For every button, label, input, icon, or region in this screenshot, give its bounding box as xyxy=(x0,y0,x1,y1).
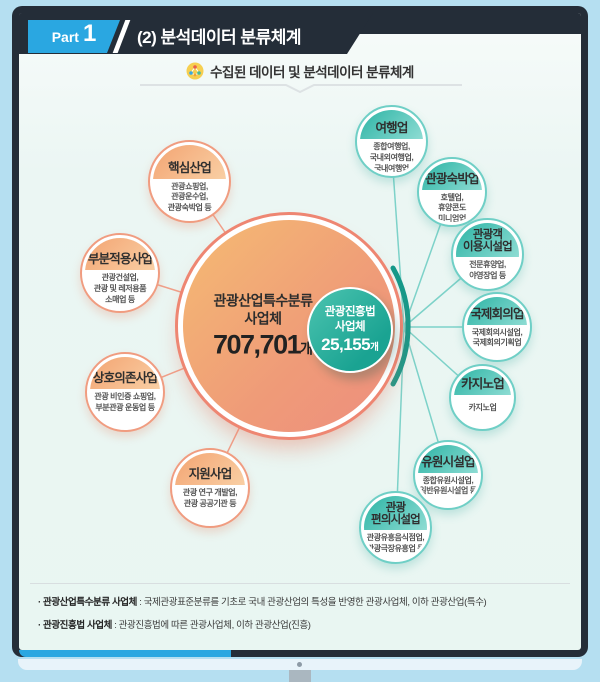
screen: Part 1 (2) 분석데이터 분류체계 수집된 데이터 및 분석데이터 분류… xyxy=(19,13,581,650)
bubble-desc: 카지노업 xyxy=(468,403,497,413)
footnote-divider xyxy=(30,583,570,584)
bubble-title: 핵심산업 xyxy=(153,145,226,179)
main-circle-title: 관광산업특수분류 사업체 xyxy=(213,292,313,327)
bubble-title: 관광 편의시설업 xyxy=(364,496,427,531)
network-icon xyxy=(186,62,204,80)
footnote-term: · 관광산업특수분류 사업체 xyxy=(38,597,137,608)
footnote-special-classification: · 관광산업특수분류 사업체 : 국제관광표준분류를 기초로 국내 관광산업의 … xyxy=(38,594,571,608)
bubble-amusement: 유원시설업 종합유원시설업, 일반유원시설업 등 xyxy=(413,440,483,510)
bubble-title: 카지노업 xyxy=(454,369,511,396)
bubble-desc: 국제회의시설업, 국제회의기획업 xyxy=(471,327,523,348)
sub-circle-title: 관광진흥법 사업체 xyxy=(324,306,376,333)
bubble-desc: 관광유흥음식점업, 관광극장유흥업 등 xyxy=(366,533,425,553)
bubble-intl-conference: 국제회의업 국제회의시설업, 국제회의기획업 xyxy=(462,292,532,362)
bubble-title: 부분적용사업 xyxy=(85,238,155,271)
monitor-stand xyxy=(289,670,311,682)
bubble-title: 지원사업 xyxy=(175,453,245,486)
monitor-frame: Part 1 (2) 분석데이터 분류체계 수집된 데이터 및 분석데이터 분류… xyxy=(12,6,588,657)
footnote-term: · 관광진흥법 사업체 xyxy=(38,620,112,631)
bubble-title: 관광객 이용시설업 xyxy=(456,223,519,258)
bubble-title: 관광숙박업 xyxy=(422,162,482,190)
bubble-title: 국제회의업 xyxy=(467,297,527,325)
bubble-support: 지원사업 관광 연구 개발업, 관광 공공기관 등 xyxy=(170,448,250,528)
footnote-text: : 국제관광표준분류를 기초로 국내 관광산업의 특성을 반영한 관광사업체, … xyxy=(136,597,487,608)
bubble-desc: 관광쇼핑업, 관광운수업, 관광숙박업 등 xyxy=(167,181,212,213)
monitor-base xyxy=(18,659,582,670)
bubble-travel: 여행업 종합여행업, 국내외여행업, 국내여행업 xyxy=(355,105,428,178)
bubble-title: 유원시설업 xyxy=(418,445,478,473)
bubble-desc: 전문휴양업, 야영장업 등 xyxy=(469,260,506,280)
part-badge: Part 1 xyxy=(28,20,120,53)
sub-circle: 관광진흥법 사업체 25,155개 xyxy=(307,287,393,373)
ribbon-divider xyxy=(140,84,462,94)
bottom-accent-bar xyxy=(19,650,231,657)
bubble-tourist-facilities: 관광객 이용시설업 전문휴양업, 야영장업 등 xyxy=(451,218,524,291)
bubble-desc: 호텔업, 휴양콘도 미니엄업 xyxy=(438,192,466,222)
part-number: 1 xyxy=(82,20,97,47)
subtitle: 수집된 데이터 및 분석데이터 분류체계 xyxy=(19,61,581,81)
bubble-convenience-facilities: 관광 편의시설업 관광유흥음식점업, 관광극장유흥업 등 xyxy=(359,491,432,564)
bubble-desc: 종합유원시설업, 일반유원시설업 등 xyxy=(419,475,477,496)
bubble-accommodation: 관광숙박업 호텔업, 휴양콘도 미니엄업 xyxy=(417,157,487,227)
bubble-casino: 카지노업 카지노업 xyxy=(449,364,516,431)
bubble-partial-application: 부분적용사업 관광건설업, 관광 및 레저용품 소매업 등 xyxy=(80,233,160,313)
footnote-text: : 관광진흥법에 따른 관광사업체, 이하 관광산업(진흥) xyxy=(111,620,311,631)
sub-circle-value: 25,155개 xyxy=(321,334,379,354)
bubble-core-industry: 핵심산업 관광쇼핑업, 관광운수업, 관광숙박업 등 xyxy=(148,140,231,223)
base-dot xyxy=(297,662,302,667)
bubble-title: 여행업 xyxy=(360,110,423,139)
bubble-desc: 관광 연구 개발업, 관광 공공기관 등 xyxy=(182,488,238,508)
subtitle-text: 수집된 데이터 및 분석데이터 분류체계 xyxy=(210,65,414,80)
bubble-desc: 관광 비인증 쇼핑업, 부분관광 운동업 등 xyxy=(94,392,156,412)
bubble-interdependent: 상호의존사업 관광 비인증 쇼핑업, 부분관광 운동업 등 xyxy=(85,352,165,432)
teal-arc xyxy=(390,265,411,387)
bubble-title: 상호의존사업 xyxy=(90,357,160,390)
page-title: (2) 분석데이터 분류체계 xyxy=(137,28,301,47)
footnotes: · 관광산업특수분류 사업체 : 국제관광표준분류를 기초로 국내 관광산업의 … xyxy=(38,594,571,640)
main-circle-value: 707,701개 xyxy=(213,329,313,360)
bubble-desc: 종합여행업, 국내외여행업, 국내여행업 xyxy=(369,141,414,173)
bubble-desc: 관광건설업, 관광 및 레저용품 소매업 등 xyxy=(93,273,147,304)
footnote-promotion-act: · 관광진흥법 사업체 : 관광진흥법에 따른 관광사업체, 이하 관광산업(진… xyxy=(38,617,571,631)
part-label: Part xyxy=(51,28,79,45)
